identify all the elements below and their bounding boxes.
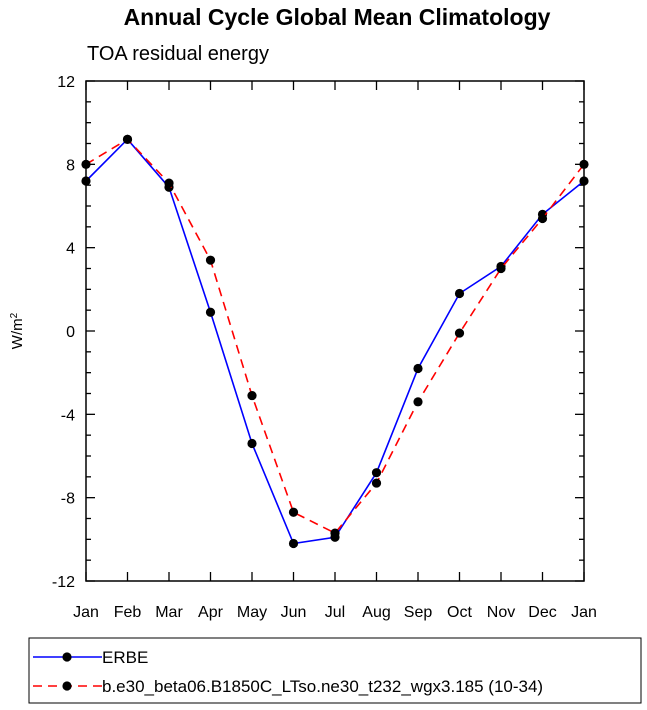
legend-label: ERBE (102, 648, 148, 667)
data-point (537, 213, 548, 224)
x-tick-label: Jul (325, 604, 345, 621)
x-tick-label: Jun (281, 604, 307, 621)
data-point (247, 390, 257, 401)
axis-ticks (85, 80, 585, 582)
y-tick-label: 0 (66, 324, 75, 341)
series-line (85, 138, 585, 545)
legend-label: b.e30_beta06.B1850C_LTso.ne30_t232_wgx3.… (102, 677, 543, 696)
plot-frame (85, 80, 585, 582)
data-point (330, 528, 340, 538)
data-point (454, 328, 465, 338)
data-point (122, 134, 133, 144)
y-axis-label-sup: 2 (9, 312, 20, 318)
series-2 (81, 134, 589, 538)
series-1 (81, 134, 589, 549)
data-point (164, 178, 174, 188)
legend-marker (62, 681, 72, 691)
y-axis-label: W/m2 (9, 312, 27, 349)
data-point (288, 538, 299, 549)
data-point (371, 468, 382, 478)
series-layer (81, 134, 589, 549)
data-point (496, 263, 506, 274)
x-tick-label: Dec (528, 604, 556, 621)
y-tick-label: -12 (52, 574, 75, 591)
x-tick-label: Nov (487, 604, 515, 621)
x-tick-label: Aug (362, 604, 390, 621)
legend-box (28, 637, 642, 704)
x-tick-label: Mar (155, 604, 183, 621)
x-tick-label: Jan (571, 604, 597, 621)
chart-title: Annual Cycle Global Mean Climatology (124, 4, 551, 30)
x-tick-label: Oct (447, 604, 472, 621)
y-tick-label: 4 (66, 241, 75, 258)
series-line (85, 138, 585, 535)
chart-subtitle: TOA residual energy (87, 43, 269, 65)
data-point (205, 307, 216, 317)
x-tick-label: Feb (114, 604, 142, 621)
y-tick-label: 12 (57, 74, 75, 91)
y-tick-labels: 12 8 4 0 -4 -8 -12 (52, 74, 75, 591)
legend: ERBE b.e30_beta06.B1850C_LTso.ne30_t232_w… (33, 648, 543, 696)
legend-marker (62, 652, 72, 662)
data-point (247, 438, 257, 449)
y-tick-label: 8 (66, 157, 75, 174)
x-tick-label: Sep (404, 604, 433, 621)
data-point (205, 255, 216, 265)
x-tick-label: Jan (73, 604, 99, 621)
data-point (288, 507, 299, 517)
y-tick-label: -8 (61, 491, 75, 508)
data-point (413, 363, 423, 374)
x-tick-label: May (237, 604, 267, 621)
y-tick-label: -4 (61, 407, 75, 424)
data-point (413, 397, 423, 407)
data-point (454, 288, 465, 299)
y-axis-label-base: W/m (9, 318, 26, 349)
x-tick-labels: Jan Feb Mar Apr May Jun Jul Aug Sep Oct Nov Dec Jan (73, 604, 597, 621)
x-tick-label: Apr (198, 604, 224, 621)
data-point (371, 478, 382, 488)
